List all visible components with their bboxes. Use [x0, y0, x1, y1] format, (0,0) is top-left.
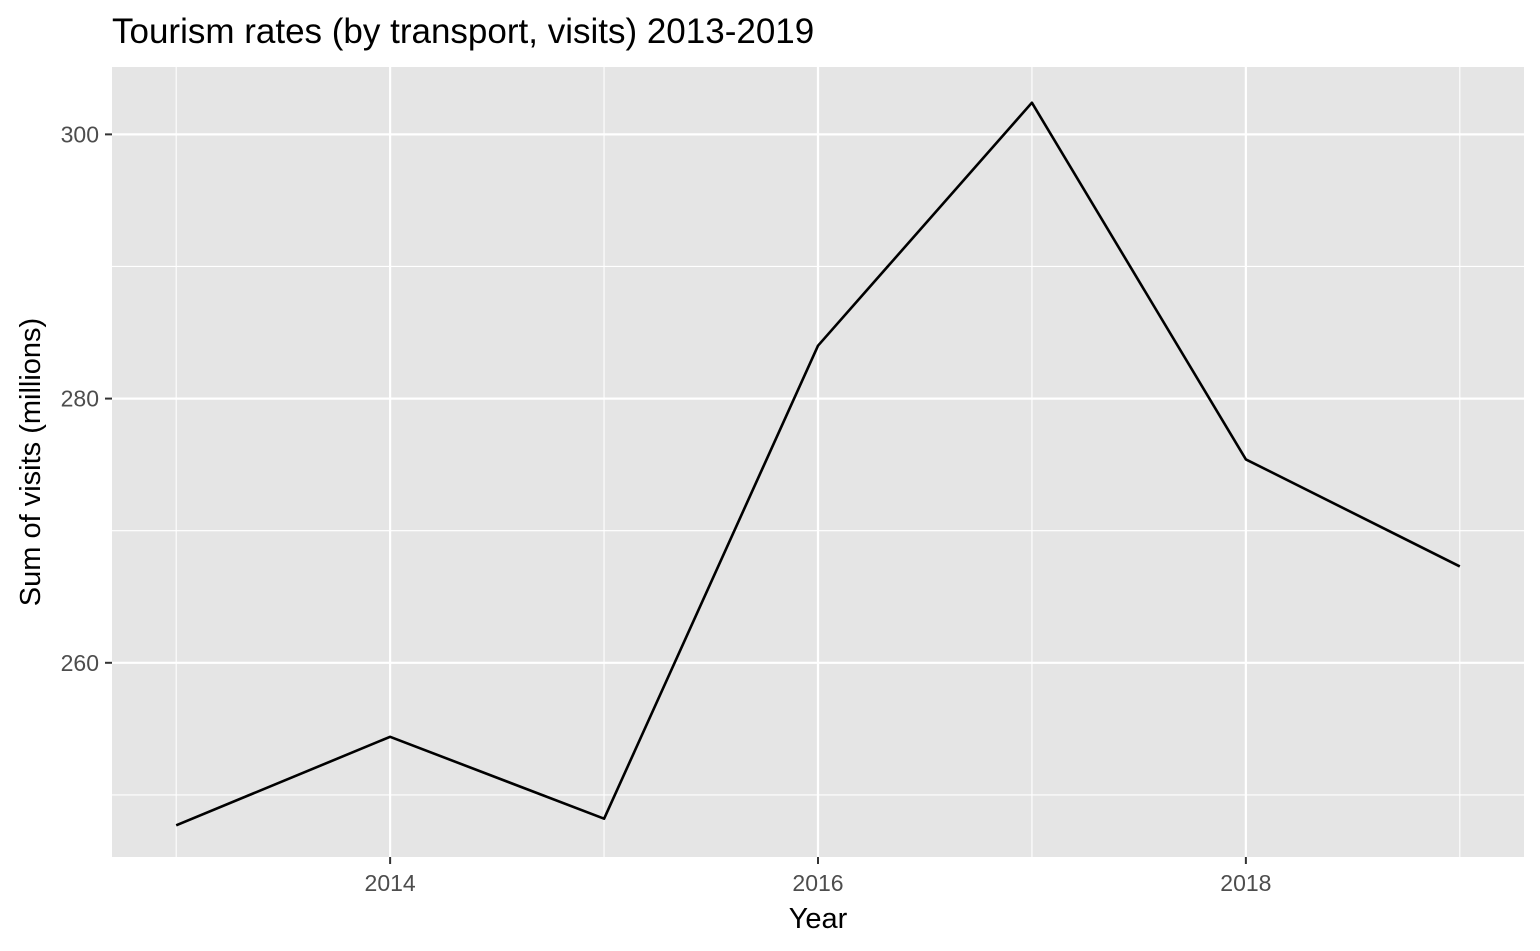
x-axis: 2014 2016 2018: [365, 857, 1271, 896]
x-tick-label: 2016: [792, 870, 843, 896]
y-axis-title: Sum of visits (millions): [15, 318, 47, 606]
series-line-0: [175, 101, 1461, 827]
major-gridlines: [112, 67, 1524, 857]
y-tick-label: 260: [61, 650, 99, 676]
series-layer: [175, 101, 1461, 827]
x-tick-label: 2018: [1220, 870, 1271, 896]
y-axis: 260 280 300: [61, 121, 112, 676]
chart-title: Tourism rates (by transport, visits) 201…: [112, 12, 814, 51]
x-axis-title: Year: [789, 903, 848, 935]
y-tick-label: 300: [61, 121, 99, 147]
y-tick-label: 280: [61, 386, 99, 412]
x-tick-label: 2014: [365, 870, 416, 896]
